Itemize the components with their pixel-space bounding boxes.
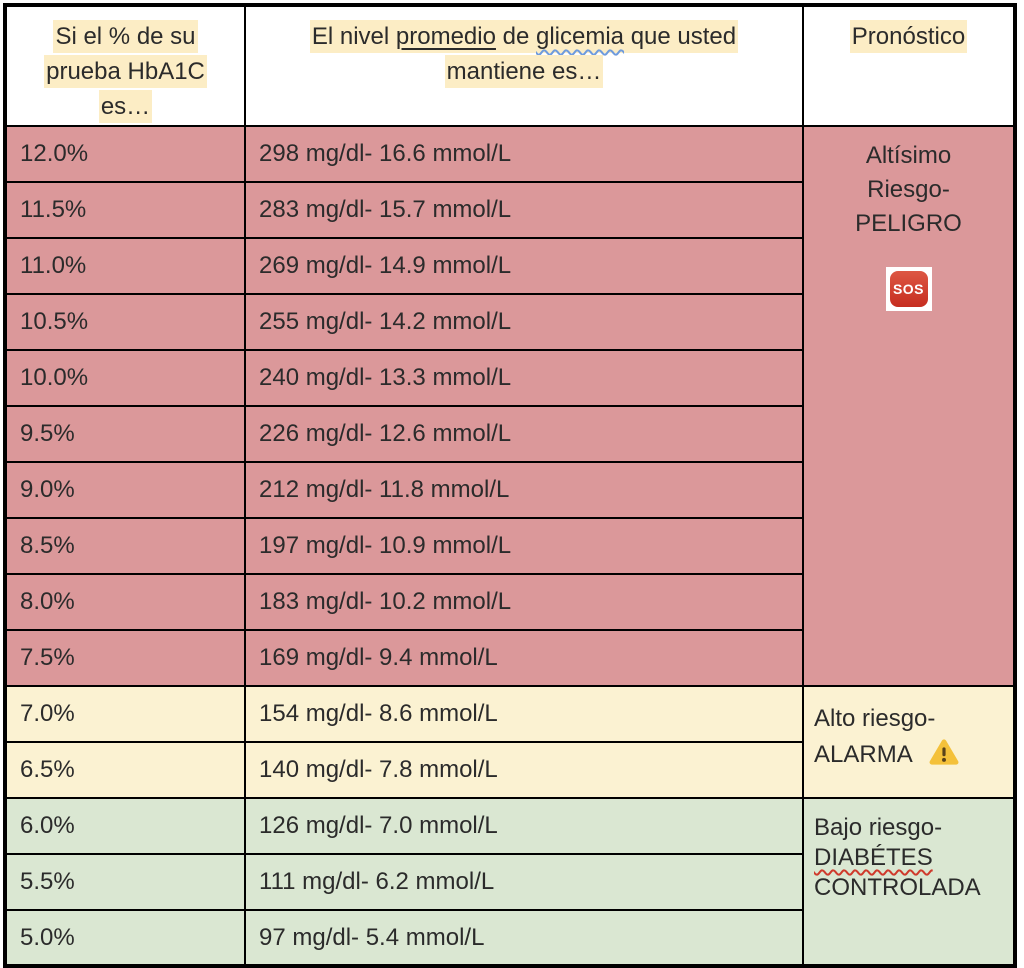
header-hba1c-line3: es… xyxy=(98,90,153,123)
glucose-cell: 255 mg/dl- 14.2 mmol/L xyxy=(244,293,804,351)
table-row: 7.0% 154 mg/dl- 8.6 mmol/L Alto riesgo- … xyxy=(4,685,1016,799)
warning-icon xyxy=(929,738,959,766)
header-hba1c-line2: prueba HbA1C xyxy=(44,55,207,88)
prognosis-cell-alarm: Alto riesgo- ALARMA xyxy=(802,685,1016,799)
hba1c-cell: 6.0% xyxy=(4,797,246,855)
controlled-label: Bajo riesgo- DIABÉTES CONTROLADA xyxy=(814,814,981,901)
hba1c-cell: 7.0% xyxy=(4,685,246,743)
table-row: 6.5% 140 mg/dl- 7.8 mmol/L xyxy=(4,741,1015,799)
glucose-cell: 226 mg/dl- 12.6 mmol/L xyxy=(244,405,804,463)
spellcheck-word-glicemia: glicemia xyxy=(536,23,625,50)
glucose-cell: 169 mg/dl- 9.4 mmol/L xyxy=(244,629,804,687)
glucose-cell: 140 mg/dl- 7.8 mmol/L xyxy=(244,741,804,799)
header-prognosis: Pronóstico xyxy=(802,4,1016,127)
hba1c-cell: 5.0% xyxy=(4,909,246,967)
glucose-cell: 212 mg/dl- 11.8 mmol/L xyxy=(244,461,804,519)
glucose-cell: 240 mg/dl- 13.3 mmol/L xyxy=(244,349,804,407)
table-row: 9.5% 226 mg/dl- 12.6 mmol/L xyxy=(4,405,1015,463)
glucose-cell: 183 mg/dl- 10.2 mmol/L xyxy=(244,573,804,631)
hba1c-cell: 6.5% xyxy=(4,741,246,799)
prognosis-cell-controlled: Bajo riesgo- DIABÉTES CONTROLADA xyxy=(802,797,1016,967)
alarm-label: Alto riesgo- ALARMA xyxy=(814,701,1007,773)
header-prognosis-label: Pronóstico xyxy=(849,20,968,53)
header-hba1c: Si el % de su prueba HbA1C es… xyxy=(4,4,246,127)
header-glucose-line2: mantiene es… xyxy=(444,55,604,88)
hba1c-cell: 11.0% xyxy=(4,237,246,295)
glucose-cell: 283 mg/dl- 15.7 mmol/L xyxy=(244,181,804,239)
glucose-cell: 126 mg/dl- 7.0 mmol/L xyxy=(244,797,804,855)
table-row: 7.5% 169 mg/dl- 9.4 mmol/L xyxy=(4,629,1015,687)
table-row: 8.0% 183 mg/dl- 10.2 mmol/L xyxy=(4,573,1015,631)
hba1c-cell: 10.0% xyxy=(4,349,246,407)
hba1c-cell: 10.5% xyxy=(4,293,246,351)
table-row: 5.5% 111 mg/dl- 6.2 mmol/L xyxy=(4,853,1015,911)
glucose-cell: 298 mg/dl- 16.6 mmol/L xyxy=(244,125,804,183)
glucose-cell: 97 mg/dl- 5.4 mmol/L xyxy=(244,909,804,967)
table-row: 12.0% 298 mg/dl- 16.6 mmol/L Altísimo Ri… xyxy=(4,125,1016,687)
glucose-cell: 197 mg/dl- 10.9 mmol/L xyxy=(244,517,804,575)
table-row: 6.0% 126 mg/dl- 7.0 mmol/L Bajo riesgo- … xyxy=(4,797,1016,967)
table-row: 8.5% 197 mg/dl- 10.9 mmol/L xyxy=(4,517,1015,575)
header-glucose-line1: El nivel promedio de glicemia que usted xyxy=(309,20,739,53)
hba1c-cell: 12.0% xyxy=(4,125,246,183)
hba1c-cell: 9.0% xyxy=(4,461,246,519)
spellcheck-word-diabetes: DIABÉTES xyxy=(814,844,933,871)
prognosis-cell-danger: Altísimo Riesgo- PELIGRO SOS xyxy=(802,125,1016,687)
hba1c-cell: 11.5% xyxy=(4,181,246,239)
table-row: 10.5% 255 mg/dl- 14.2 mmol/L xyxy=(4,293,1015,351)
table-row: 10.0% 240 mg/dl- 13.3 mmol/L xyxy=(4,349,1015,407)
sos-icon: SOS xyxy=(885,267,932,311)
header-hba1c-line1: Si el % de su xyxy=(53,20,198,53)
hba1c-cell: 7.5% xyxy=(4,629,246,687)
table-row: 11.0% 269 mg/dl- 14.9 mmol/L xyxy=(4,237,1015,295)
hba1c-cell: 5.5% xyxy=(4,853,246,911)
table-row: 5.0% 97 mg/dl- 5.4 mmol/L xyxy=(4,909,1015,967)
danger-label: Altísimo Riesgo- PELIGRO xyxy=(855,142,962,237)
hba1c-glucose-table: Si el % de su prueba HbA1C es… El nivel … xyxy=(3,3,1017,968)
hba1c-cell: 8.5% xyxy=(4,517,246,575)
glucose-cell: 154 mg/dl- 8.6 mmol/L xyxy=(244,685,804,743)
glucose-cell: 111 mg/dl- 6.2 mmol/L xyxy=(244,853,804,911)
hba1c-cell: 9.5% xyxy=(4,405,246,463)
hba1c-cell: 8.0% xyxy=(4,573,246,631)
header-glucose-level: El nivel promedio de glicemia que usted … xyxy=(244,4,804,127)
table-row: 11.5% 283 mg/dl- 15.7 mmol/L xyxy=(4,181,1015,239)
underlined-word-promedio: promedio xyxy=(395,23,496,50)
glucose-cell: 269 mg/dl- 14.9 mmol/L xyxy=(244,237,804,295)
header-row: Si el % de su prueba HbA1C es… El nivel … xyxy=(4,4,1016,127)
table-row: 9.0% 212 mg/dl- 11.8 mmol/L xyxy=(4,461,1015,519)
